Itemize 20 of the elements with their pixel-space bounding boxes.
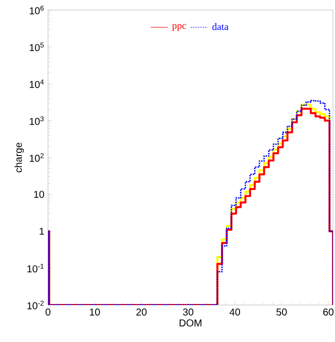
y-axis-title: charge xyxy=(14,142,24,172)
legend-label: ppc xyxy=(172,24,186,31)
x-tick-label: 0 xyxy=(46,308,50,316)
legend-label: data xyxy=(212,23,228,30)
y-tick-label: 10$^{3}$ xyxy=(30,116,44,125)
y-tick-label: 10$^{4}$ xyxy=(30,79,44,88)
x-tick-label: 60 xyxy=(323,308,334,316)
y-tick-label: 10$^{5}$ xyxy=(30,42,44,52)
x-tick-label: 10 xyxy=(90,308,100,316)
y-tick-label: 10$^{-2}$ xyxy=(27,300,44,310)
y-tick-label: 10$^{-1}$ xyxy=(27,264,44,272)
y-tick-label: 10$^{6}$ xyxy=(30,6,44,14)
y-tick-label: 10$^{2}$ xyxy=(30,153,44,162)
y-tick-label: 1 xyxy=(40,228,44,235)
y-tick-label: 10 xyxy=(34,190,44,198)
x-tick-label: 20 xyxy=(136,308,147,316)
x-tick-label: 50 xyxy=(276,308,287,316)
x-tick-label: 40 xyxy=(230,308,240,316)
x-axis-title: DOM xyxy=(180,319,202,326)
x-tick-label: 30 xyxy=(183,308,194,316)
